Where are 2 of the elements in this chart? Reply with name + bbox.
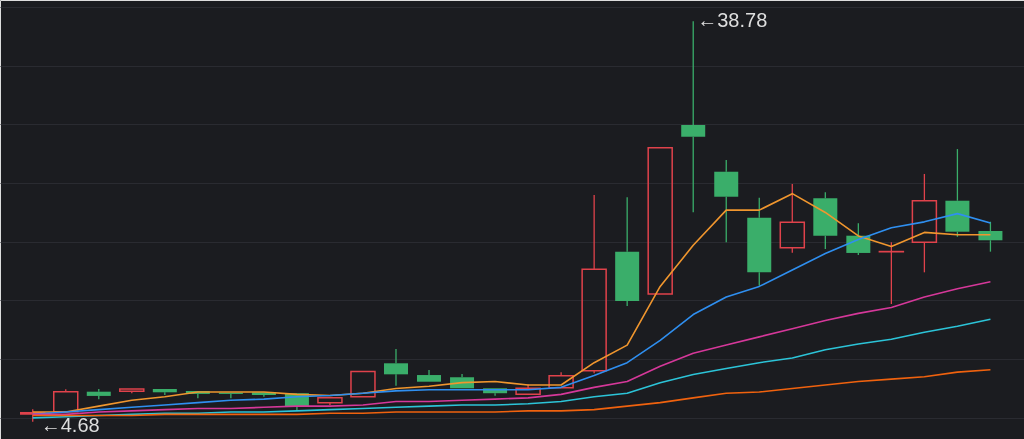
annotation: ←4.68 [40,413,100,436]
annotation: ←38.78 [697,9,768,32]
